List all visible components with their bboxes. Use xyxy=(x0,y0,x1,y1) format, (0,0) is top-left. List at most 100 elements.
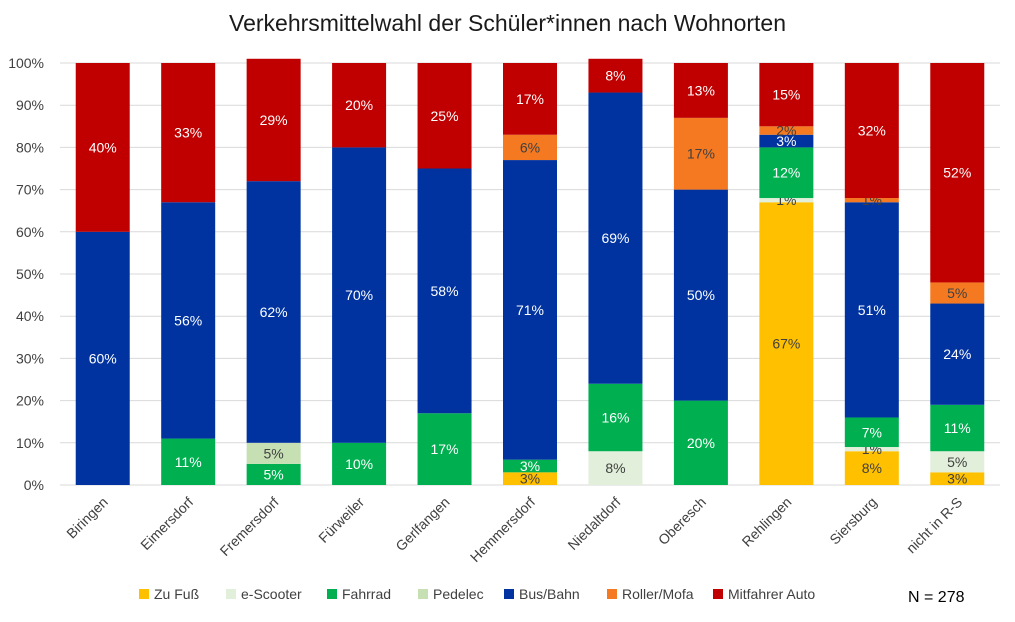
bar-segment xyxy=(332,63,387,148)
data-label: 60% xyxy=(89,350,117,366)
bar-segment xyxy=(930,303,985,405)
bar-segment xyxy=(673,63,728,118)
bar-segment xyxy=(503,160,557,460)
x-tick-label: Hemmersdorf xyxy=(467,494,538,565)
bar-segment xyxy=(503,63,557,135)
data-label: 15% xyxy=(772,87,800,103)
bar-segment xyxy=(930,282,985,304)
bar-segment xyxy=(588,58,643,93)
legend-swatch xyxy=(504,589,514,599)
data-label: 10% xyxy=(345,456,373,472)
data-label: 7% xyxy=(862,424,882,440)
x-tick-label: Fremersdorf xyxy=(217,494,282,559)
y-tick-label: 30% xyxy=(16,350,44,366)
data-label: 17% xyxy=(516,91,544,107)
legend-label: e-Scooter xyxy=(241,586,302,602)
data-label: 11% xyxy=(944,420,971,436)
x-tick-label: nicht in R-S xyxy=(903,494,965,556)
bar-segment xyxy=(417,63,472,169)
bar-segment xyxy=(503,134,557,161)
bar-segment xyxy=(844,63,899,199)
data-label: 2% xyxy=(776,123,796,139)
x-tick-label: Siersburg xyxy=(826,494,880,548)
bar-segment xyxy=(759,134,814,148)
data-label: 5% xyxy=(264,445,284,461)
bar-segment xyxy=(673,189,728,401)
bar-segment xyxy=(246,58,301,182)
y-tick-label: 70% xyxy=(16,182,44,198)
data-label: 67% xyxy=(772,336,800,352)
legend-swatch xyxy=(327,589,337,599)
sample-size-annotation: N = 278 xyxy=(908,589,965,606)
data-label: 3% xyxy=(947,471,967,487)
bar-segment xyxy=(75,63,130,232)
bar-segment xyxy=(161,438,216,485)
bar-segment xyxy=(417,168,472,414)
y-tick-label: 60% xyxy=(16,224,44,240)
bar-segment xyxy=(759,126,814,135)
bar-segment xyxy=(844,202,899,418)
y-tick-label: 0% xyxy=(24,477,44,493)
data-label: 5% xyxy=(947,454,967,470)
data-label: 3% xyxy=(520,458,540,474)
bar-segment xyxy=(588,451,643,485)
x-tick-label: Eimersdorf xyxy=(137,494,196,553)
data-label: 58% xyxy=(431,283,459,299)
data-label: 17% xyxy=(431,441,459,457)
data-label: 69% xyxy=(601,230,629,246)
data-label: 20% xyxy=(687,435,715,451)
data-label: 56% xyxy=(174,312,202,328)
x-tick-label: Rehlingen xyxy=(739,494,795,550)
y-tick-label: 100% xyxy=(8,55,44,71)
data-label: 24% xyxy=(943,346,971,362)
bar-segment xyxy=(503,459,557,473)
x-tick-label: Gerlfangen xyxy=(392,494,452,554)
data-label: 5% xyxy=(264,466,284,482)
data-label: 16% xyxy=(601,409,629,425)
data-label: 5% xyxy=(947,285,967,301)
bar-segment xyxy=(503,472,557,485)
data-label: 8% xyxy=(605,460,625,476)
data-label: 8% xyxy=(862,460,882,476)
data-label: 70% xyxy=(345,287,373,303)
bar-segment xyxy=(246,463,301,485)
y-tick-label: 40% xyxy=(16,308,44,324)
legend-swatch xyxy=(139,589,149,599)
bar-segment xyxy=(161,202,216,439)
legend-label: Zu Fuß xyxy=(154,586,199,602)
data-label: 29% xyxy=(260,112,288,128)
bar-segment xyxy=(759,63,814,127)
bar-segment xyxy=(844,447,899,452)
x-tick-label: Oberesch xyxy=(655,494,709,548)
data-label: 20% xyxy=(345,97,373,113)
bar-segment xyxy=(759,202,814,485)
legend-swatch xyxy=(607,589,617,599)
data-label: 50% xyxy=(687,287,715,303)
bar-segment xyxy=(161,63,216,203)
bar-segment xyxy=(759,147,814,199)
y-tick-label: 20% xyxy=(16,393,44,409)
chart-title: Verkehrsmittelwahl der Schüler*innen nac… xyxy=(229,10,786,36)
bar-segment xyxy=(930,472,985,485)
data-label: 62% xyxy=(260,304,288,320)
bar-segment xyxy=(844,417,899,448)
x-tick-label: Biringen xyxy=(63,494,111,542)
data-label: 33% xyxy=(174,125,202,141)
y-tick-label: 10% xyxy=(16,435,44,451)
legend-label: Pedelec xyxy=(433,586,484,602)
data-label: 71% xyxy=(516,302,544,318)
bar-segment xyxy=(930,63,985,283)
y-tick-label: 90% xyxy=(16,97,44,113)
bar-segment xyxy=(588,92,643,384)
legend-swatch xyxy=(713,589,723,599)
data-label: 51% xyxy=(858,302,886,318)
bar-segment xyxy=(673,400,728,485)
legend-swatch xyxy=(226,589,236,599)
data-label: 40% xyxy=(89,139,117,155)
bar-segment xyxy=(844,198,899,203)
bar-segment xyxy=(759,198,814,203)
legend-label: Fahrrad xyxy=(342,586,391,602)
bar-segment xyxy=(588,383,643,452)
data-label: 32% xyxy=(858,123,886,139)
